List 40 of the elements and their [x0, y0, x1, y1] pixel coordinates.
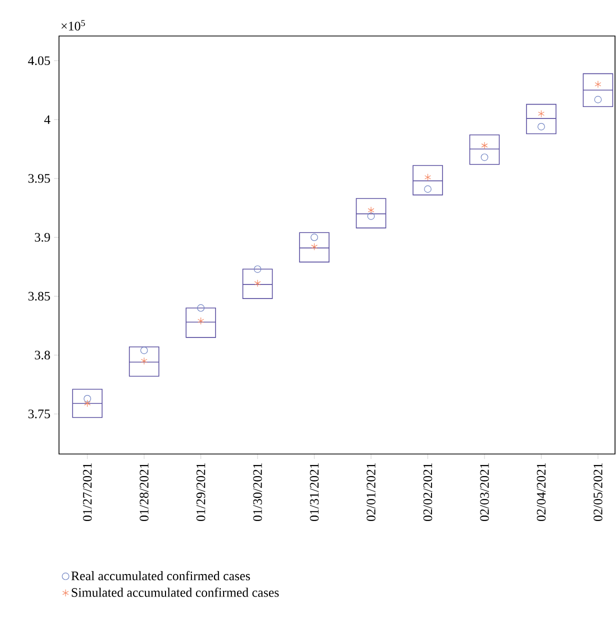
point	[368, 206, 374, 214]
y-tick-label: 3.95	[28, 174, 50, 183]
point	[140, 357, 148, 365]
point	[424, 174, 432, 181]
y-tick-label: 3.75	[28, 410, 50, 418]
point	[538, 110, 544, 118]
x-tick-label: 01/28/2021	[140, 463, 148, 522]
y-tick-label: 3.85	[28, 292, 50, 301]
x-tick-label: 02/02/2021	[423, 463, 432, 522]
point	[140, 346, 148, 354]
point	[84, 394, 92, 402]
y-tick-label: 4.05	[28, 56, 50, 66]
legend-label: Simulated accumulated confirmed cases	[72, 588, 279, 597]
point	[311, 243, 318, 250]
point	[254, 265, 262, 273]
point	[594, 96, 602, 104]
point	[480, 154, 488, 161]
text: ×10$^{5}$	[62, 20, 85, 30]
x-tick-label: 01/27/2021	[83, 463, 92, 522]
point	[424, 185, 432, 193]
x-tick-label: 01/31/2021	[310, 463, 319, 522]
point	[538, 122, 545, 130]
x-tick-label: 02/03/2021	[480, 463, 489, 522]
x-tick-label: 02/04/2021	[536, 463, 546, 522]
point	[198, 317, 204, 325]
point	[481, 142, 488, 150]
point	[254, 280, 261, 287]
point	[84, 400, 91, 408]
point	[197, 304, 205, 312]
x-tick-label: 02/05/2021	[594, 463, 602, 522]
point	[310, 234, 318, 242]
legend-label: Real accumulated confirmed cases	[71, 571, 250, 580]
point	[367, 212, 375, 220]
point	[594, 80, 602, 88]
y-tick-label: 3.9	[34, 232, 50, 242]
y-tick-label: 3.8	[34, 350, 50, 360]
x-tick-label: 02/01/2021	[366, 463, 376, 522]
x-tick-label: 01/30/2021	[253, 463, 262, 522]
x-tick-label: 01/29/2021	[196, 463, 206, 522]
y-tick-label: 4	[44, 115, 50, 124]
